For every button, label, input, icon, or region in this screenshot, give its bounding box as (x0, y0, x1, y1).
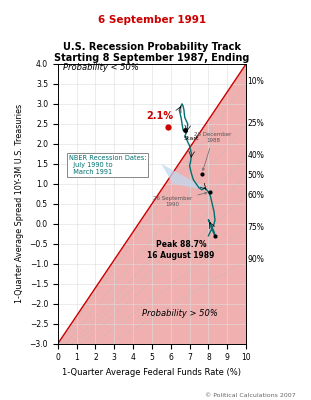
Text: Peak 88.7%
16 August 1989: Peak 88.7% 16 August 1989 (147, 240, 215, 260)
Text: Probability < 50%: Probability < 50% (63, 63, 139, 72)
Polygon shape (161, 164, 211, 191)
Text: 75%: 75% (248, 223, 264, 232)
X-axis label: 1-Quarter Average Federal Funds Rate (%): 1-Quarter Average Federal Funds Rate (%) (63, 368, 241, 377)
Text: 10%: 10% (248, 77, 264, 86)
Title: U.S. Recession Probability Track
Starting 8 September 1987, Ending: U.S. Recession Probability Track Startin… (54, 42, 250, 63)
Text: © Political Calculations 2007: © Political Calculations 2007 (205, 393, 295, 398)
Text: Start: Start (184, 130, 199, 141)
Text: Probability > 50%: Probability > 50% (142, 309, 218, 318)
Text: 6 September 1991: 6 September 1991 (98, 15, 206, 25)
Text: 40%: 40% (248, 151, 264, 160)
Text: 26 September
1990: 26 September 1990 (153, 192, 207, 207)
Text: NBER Recession Dates:
  July 1990 to
  March 1991: NBER Recession Dates: July 1990 to March… (69, 155, 146, 175)
Text: 25%: 25% (248, 119, 264, 128)
Y-axis label: 1-Quarter Average Spread 10Y-3M U.S. Treasuries: 1-Quarter Average Spread 10Y-3M U.S. Tre… (15, 104, 24, 303)
Text: 60%: 60% (248, 191, 264, 200)
Text: 26 December
1988: 26 December 1988 (194, 132, 232, 170)
Text: 50%: 50% (248, 171, 264, 180)
Text: 2.1%: 2.1% (146, 111, 173, 121)
Text: 90%: 90% (248, 255, 264, 264)
